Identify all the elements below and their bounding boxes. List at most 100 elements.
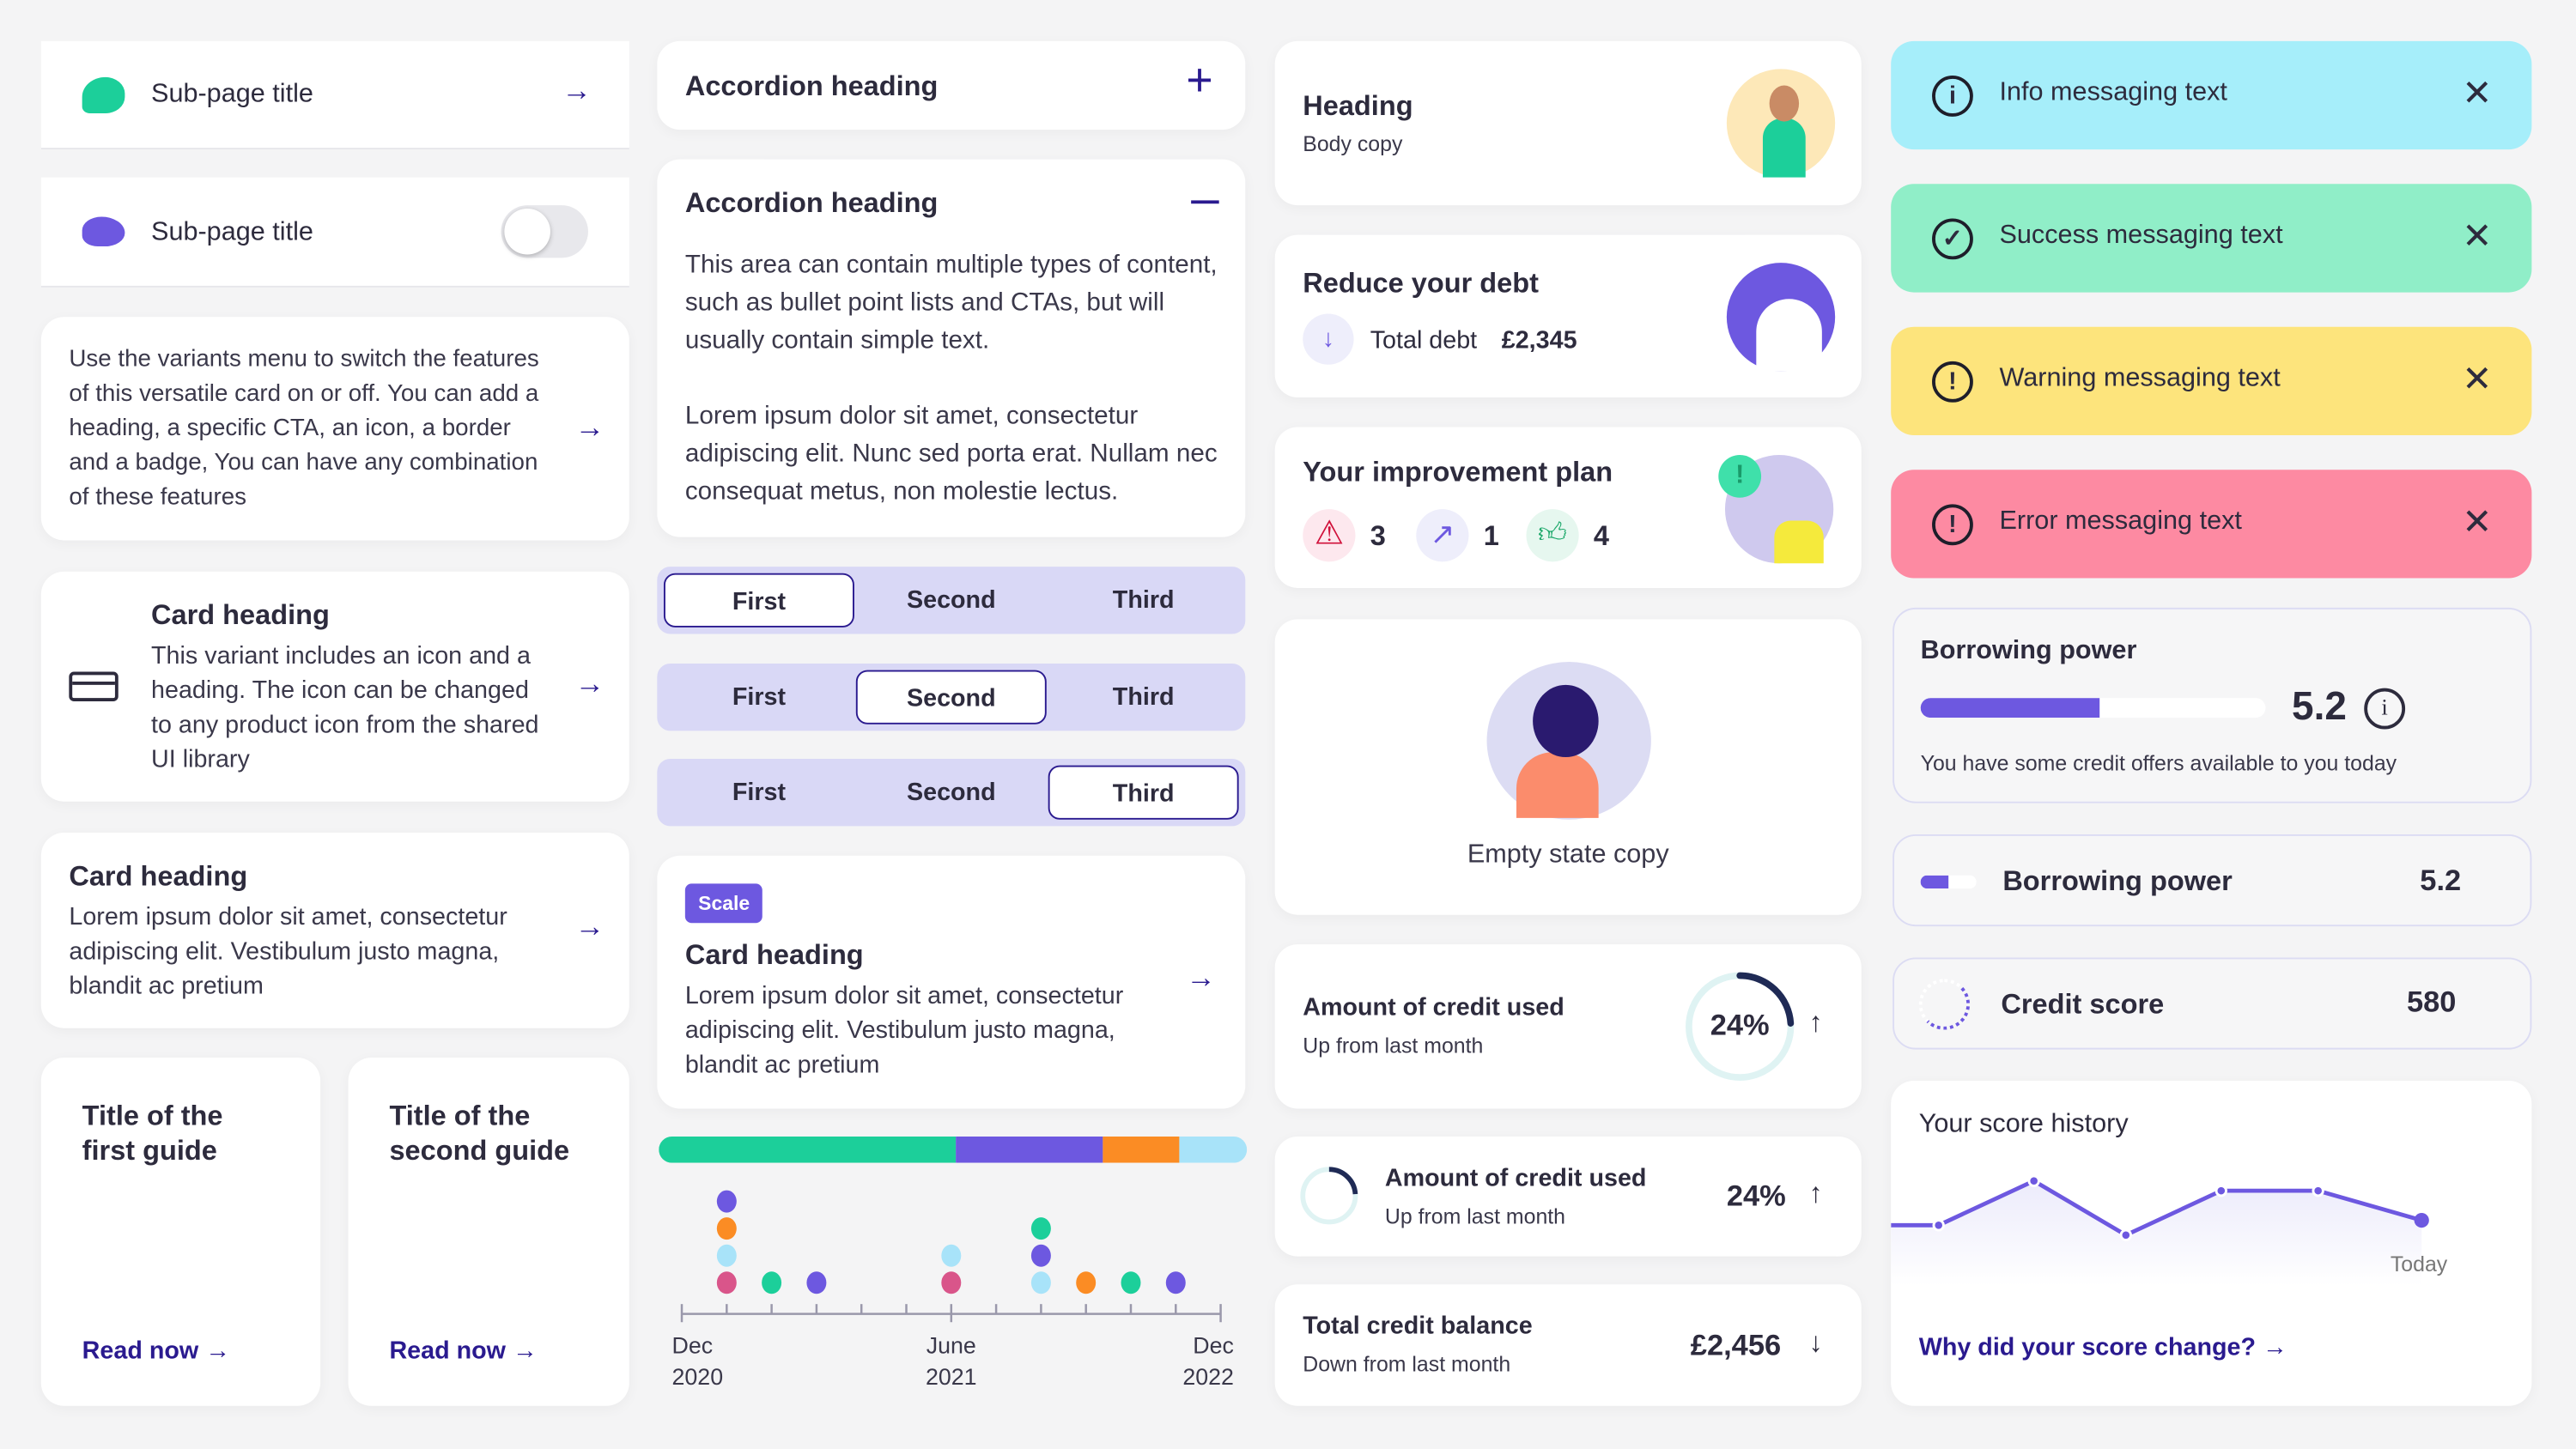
segment-option-third[interactable]: Third (1112, 586, 1175, 615)
tick-label: Dec (1193, 1333, 1234, 1359)
guide-card[interactable]: Title of the first guide Read now → (40, 1058, 321, 1406)
accordion-collapsed[interactable]: Accordion heading + (657, 40, 1246, 130)
message-text: Info messaging text (1999, 78, 2227, 107)
dotted-ring-icon (1918, 979, 1971, 1030)
improvement-plan-card[interactable]: Your improvement plan ⚠ 3 ↗ 1 👍︎ 4 ! (1274, 427, 1862, 588)
card-heading: Borrowing power (1920, 637, 2137, 665)
score-point (2414, 1212, 2429, 1228)
segment-option-second[interactable]: Second (906, 586, 996, 615)
segment-option-second[interactable]: Second (855, 670, 1047, 724)
score-history-chart (1891, 1174, 2429, 1287)
segmented-control: First Second Third (657, 663, 1246, 731)
timeline-dot (941, 1244, 962, 1267)
credit-score-row[interactable]: Credit score 580 (1893, 957, 2532, 1050)
stacked-bar-segment (659, 1137, 957, 1163)
read-now-label: Read now (389, 1337, 506, 1365)
accordion-expanded[interactable]: Accordion heading This area can contain … (657, 159, 1246, 537)
progress-fill (1920, 698, 2100, 718)
segment-option-second[interactable]: Second (906, 778, 996, 807)
score-area (1891, 1180, 2422, 1287)
close-icon[interactable]: ✕ (2462, 215, 2493, 257)
card-sub: Up from last month (1303, 1033, 1484, 1058)
read-now-link[interactable]: Read now → (82, 1337, 230, 1365)
total-debt-value: £2,345 (1501, 326, 1577, 355)
minus-icon[interactable] (1191, 200, 1219, 204)
card-heading: Card heading (151, 599, 330, 631)
today-label: Today (2390, 1251, 2448, 1276)
read-now-link[interactable]: Read now → (389, 1337, 537, 1365)
score-point (1932, 1219, 1945, 1232)
timeline-dot (716, 1190, 737, 1213)
credit-used-card[interactable]: Amount of credit used Up from last month… (1274, 944, 1862, 1109)
segment-option-first[interactable]: First (732, 778, 787, 807)
score-point (2215, 1184, 2227, 1197)
subpage-toggle-row: Sub-page title (40, 177, 629, 288)
credit-value: 24% (1726, 1179, 1786, 1213)
guide-card[interactable]: Title of the second guide Read now → (348, 1058, 629, 1406)
timeline-dot (1165, 1271, 1186, 1294)
close-icon[interactable]: ✕ (2462, 72, 2493, 114)
green-blob-icon (82, 76, 125, 114)
heading-card: Heading Body copy (1274, 40, 1862, 206)
warning-count: 3 (1370, 520, 1386, 552)
arrow-right-icon: → (1186, 961, 1216, 994)
arrow-right-icon: → (205, 1337, 230, 1365)
toggle-switch[interactable] (501, 205, 588, 258)
borrowing-progress-bar (1920, 698, 2266, 718)
message-text: Error messaging text (1999, 507, 2242, 536)
total-debt-label: Total debt (1370, 326, 1478, 355)
row-label: Credit score (2001, 988, 2165, 1021)
subpage-title: Sub-page title (151, 80, 313, 109)
variant-card[interactable]: Use the variants menu to switch the feat… (40, 317, 629, 541)
score-point (2312, 1184, 2324, 1197)
plus-icon[interactable]: + (1186, 54, 1213, 106)
error-message: ! Error messaging text ✕ (1891, 470, 2532, 579)
card-sub: Up from last month (1384, 1203, 1566, 1229)
info-icon[interactable]: i (2364, 688, 2406, 730)
plain-card[interactable]: Card heading Lorem ipsum dolor sit amet,… (40, 833, 629, 1028)
arrow-down-icon: ↓ (1303, 313, 1354, 365)
segment-option-first[interactable]: First (732, 682, 787, 712)
tick-label: 2021 (926, 1364, 977, 1390)
segment-option-third[interactable]: Third (1112, 682, 1175, 712)
arrow-right-icon: → (574, 410, 605, 444)
card-text: Lorem ipsum dolor sit amet, consectetur … (69, 903, 507, 1001)
tick-label: June (927, 1333, 976, 1359)
icon-card[interactable]: Card heading This variant includes an ic… (40, 571, 629, 802)
close-icon[interactable]: ✕ (2462, 500, 2493, 543)
chart-title: Your score history (1918, 1110, 2129, 1138)
card-heading: Total credit balance (1303, 1312, 1533, 1341)
card-heading: Your improvement plan (1303, 456, 1613, 488)
segment-option-first[interactable]: First (663, 573, 854, 627)
score-point (2119, 1228, 2132, 1241)
warning-icon: ⚠ (1303, 509, 1356, 562)
arrow-up-icon: ↑ (1808, 1177, 1823, 1210)
card-heading: Card heading (684, 939, 864, 971)
score-change-link[interactable]: Why did your score change? → (1919, 1334, 2287, 1362)
shooting-count: 1 (1483, 520, 1499, 552)
row-label: Borrowing power (2002, 865, 2233, 897)
timeline-dot (762, 1271, 782, 1294)
badge-card[interactable]: Scale Card heading Lorem ipsum dolor sit… (657, 855, 1246, 1109)
timeline-dot (716, 1271, 737, 1294)
timeline-dot (1076, 1271, 1097, 1294)
subpage-row[interactable]: Sub-page title → (40, 40, 629, 150)
card-heading: Reduce your debt (1303, 267, 1539, 300)
segment-option-third[interactable]: Third (1048, 765, 1239, 820)
close-icon[interactable]: ✕ (2462, 358, 2493, 399)
credit-balance-card[interactable]: Total credit balance Down from last mont… (1274, 1284, 1862, 1406)
score-point (2027, 1174, 2040, 1187)
body-copy: Body copy (1303, 131, 1403, 156)
stacked-bar-segment (1179, 1137, 1248, 1163)
toggle-knob (504, 208, 550, 255)
segmented-control: First Second Third (657, 567, 1246, 634)
credit-used-compact-card[interactable]: Amount of credit used Up from last month… (1274, 1137, 1862, 1257)
borrowing-power-card: Borrowing power 5.2 i You have some cred… (1893, 607, 2532, 803)
card-text: This variant includes an icon and a head… (151, 642, 539, 774)
borrowing-power-row[interactable]: Borrowing power 5.2 (1893, 834, 2532, 927)
card-heading: Amount of credit used (1384, 1164, 1647, 1193)
debt-card[interactable]: Reduce your debt ↓ Total debt £2,345 (1274, 234, 1862, 398)
credit-ring (1686, 972, 1795, 1081)
credit-ring (1300, 1167, 1358, 1225)
